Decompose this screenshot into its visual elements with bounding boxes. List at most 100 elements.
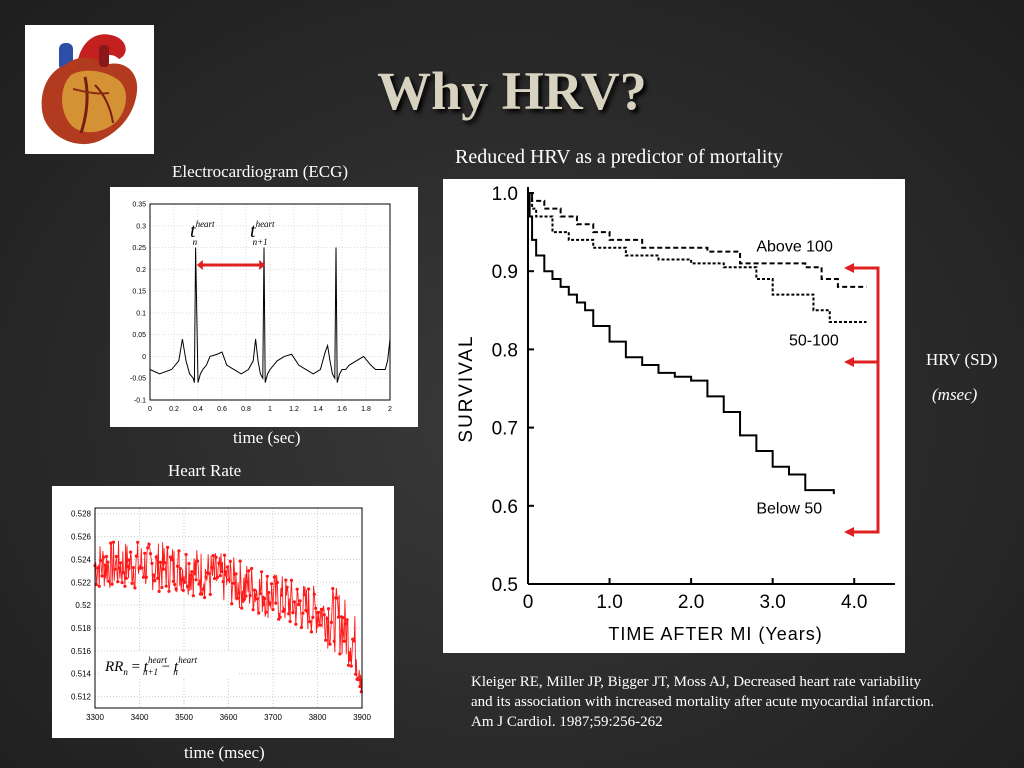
ecg-title: Electrocardiogram (ECG) xyxy=(172,162,349,181)
hr-point xyxy=(254,593,258,597)
hr-point xyxy=(348,658,352,662)
hr-y-tick-label: 0.514 xyxy=(71,670,92,679)
hr-y-tick-label: 0.528 xyxy=(71,510,92,519)
hr-point xyxy=(151,573,155,577)
hr-point xyxy=(178,567,182,571)
hr-point xyxy=(250,566,254,571)
hr-point xyxy=(143,551,147,555)
hr-point xyxy=(157,589,161,593)
hr-point xyxy=(173,582,177,587)
hr-point xyxy=(161,567,165,571)
survival-chart: 0.5 0.6 0.7 0.8 0.9 1.0 0 1.0 2.0 3.0 4.0 TIME AFTE… xyxy=(456,184,895,644)
survival-title: Reduced HRV as a predictor of mortality xyxy=(455,146,783,168)
survival-x-tick-label: 1.0 xyxy=(596,592,622,613)
survival-y-tick-label: 0.7 xyxy=(492,419,518,440)
hr-point xyxy=(225,565,229,569)
hr-point xyxy=(295,587,299,591)
hr-point xyxy=(191,594,195,598)
hr-point xyxy=(344,622,348,626)
hr-point xyxy=(345,618,349,622)
hr-point xyxy=(154,555,158,559)
heart-icon xyxy=(41,34,138,145)
hr-point xyxy=(184,552,188,557)
hr-point xyxy=(188,573,192,577)
hr-point xyxy=(308,620,312,624)
hr-y-tick-label: 0.526 xyxy=(71,533,92,542)
arrow-left-icon xyxy=(844,527,854,537)
hr-point xyxy=(113,567,117,571)
hr-point xyxy=(218,574,222,578)
hr-point xyxy=(186,584,190,588)
hr-point xyxy=(322,613,326,617)
hr-panel: 3300 3400 3500 3600 3700 3800 3900 0.512 0.514 0.… xyxy=(52,486,394,738)
hr-point xyxy=(258,592,262,596)
hr-point xyxy=(107,579,111,583)
hr-point xyxy=(129,550,133,554)
hr-point xyxy=(242,597,247,601)
hr-point xyxy=(96,566,100,570)
hr-point xyxy=(223,553,227,557)
hr-point xyxy=(101,555,106,559)
ecg-x-tick-label: 1.6 xyxy=(337,406,347,413)
hr-point xyxy=(174,587,178,591)
ecg-y-tick-label: 0 xyxy=(142,354,146,361)
hr-point xyxy=(262,596,267,601)
ecg-chart: 0 0.2 0.4 0.6 0.8 1 1.2 1.4 1.6 1.8 2 -0.1 -0.05 0 0.0… xyxy=(130,202,392,414)
hr-point xyxy=(228,559,232,563)
hr-point xyxy=(207,572,211,576)
hr-point xyxy=(312,592,316,596)
hr-point xyxy=(352,639,356,643)
hr-point xyxy=(166,545,170,549)
hr-point xyxy=(331,587,335,591)
hr-point xyxy=(338,652,342,656)
hr-point xyxy=(146,546,150,550)
hr-point xyxy=(341,616,345,620)
hr-point xyxy=(328,642,332,646)
hr-x-tick-label: 3600 xyxy=(220,713,238,722)
hr-point xyxy=(221,580,225,584)
hr-point xyxy=(220,569,224,574)
hr-point xyxy=(176,564,180,568)
survival-panel: 0.5 0.6 0.7 0.8 0.9 1.0 0 1.0 2.0 3.0 4.0 TIME AFTE… xyxy=(443,179,905,653)
hr-point xyxy=(291,611,295,615)
hr-point xyxy=(298,599,302,603)
hr-point xyxy=(247,569,251,573)
ecg-x-tick-label: 0.6 xyxy=(217,406,227,413)
hrv-bracket xyxy=(844,263,880,537)
hr-point xyxy=(156,576,160,580)
hr-axes-frame xyxy=(94,507,363,709)
ecg-xlabel: time (sec) xyxy=(233,428,301,447)
hr-point xyxy=(358,684,362,689)
ecg-y-tick-label: 0.05 xyxy=(132,332,146,339)
hr-point xyxy=(195,559,200,563)
survival-x-tick-label: 4.0 xyxy=(841,592,867,613)
hr-xlabel: time (msec) xyxy=(184,743,265,762)
hr-point xyxy=(213,576,217,581)
ecg-y-tick-label: 0.3 xyxy=(136,223,146,230)
page-title: Why HRV? xyxy=(377,61,647,121)
hr-point xyxy=(235,596,239,600)
hr-point xyxy=(292,600,296,604)
hr-point xyxy=(187,562,191,566)
survival-x-tick-label: 3.0 xyxy=(759,592,785,613)
hr-point xyxy=(230,602,234,606)
ecg-x-tick-label: 0.2 xyxy=(169,406,179,413)
ecg-x-tick-label: 1.8 xyxy=(361,406,371,413)
hr-point xyxy=(214,555,218,559)
hr-point xyxy=(270,582,274,586)
hr-point xyxy=(240,606,244,610)
hr-point xyxy=(131,566,135,570)
hr-point xyxy=(318,623,322,627)
ecg-panel: 0 0.2 0.4 0.6 0.8 1 1.2 1.4 1.6 1.8 2 -0.1 -0.05 0 0.0… xyxy=(110,187,418,427)
hr-point xyxy=(297,603,301,607)
hr-point xyxy=(124,576,128,580)
survival-y-tick-label: 0.9 xyxy=(492,262,518,283)
hr-title: Heart Rate xyxy=(168,461,242,480)
hr-point xyxy=(255,597,259,601)
reference-citation: Kleiger RE, Miller JP, Bigger JT, Moss A… xyxy=(471,674,935,730)
hr-point xyxy=(287,612,291,616)
hr-x-tick-label: 3900 xyxy=(353,713,371,722)
hr-point xyxy=(148,552,153,556)
formula-background xyxy=(101,652,237,678)
ecg-y-tick-label: -0.1 xyxy=(134,398,146,405)
